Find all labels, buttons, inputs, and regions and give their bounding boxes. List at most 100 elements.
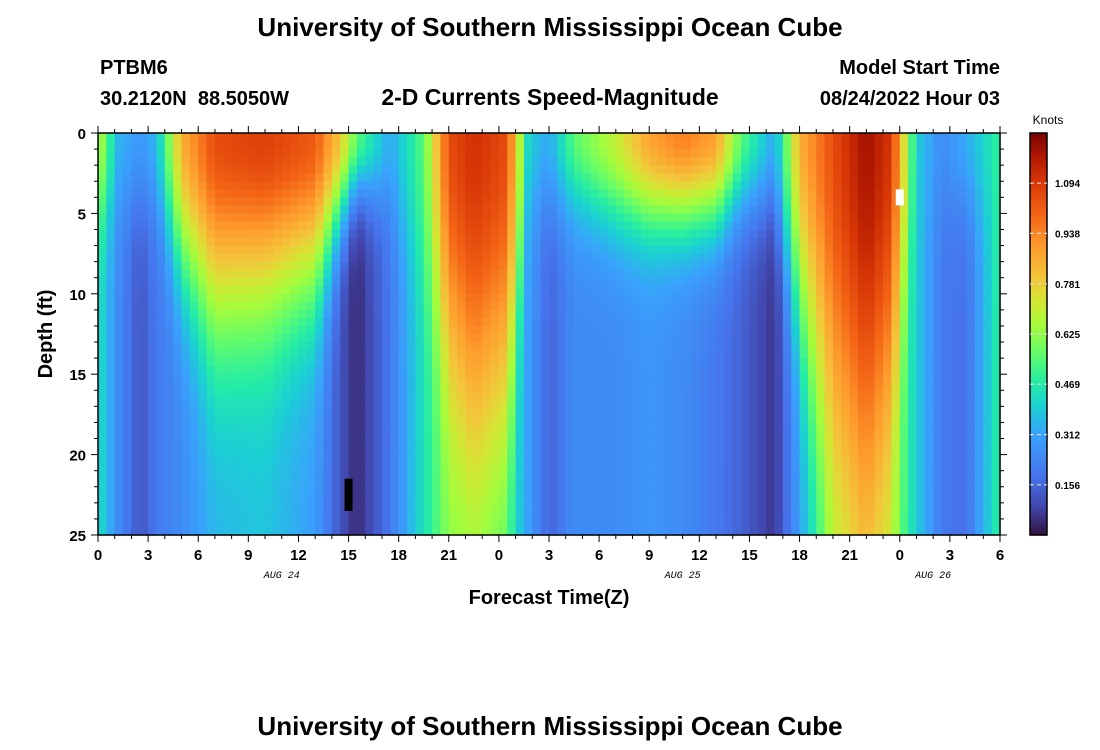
heatmap-cell bbox=[331, 269, 341, 279]
heatmap-cell bbox=[574, 269, 584, 279]
heatmap-cell bbox=[866, 269, 876, 279]
heatmap-cell bbox=[732, 181, 742, 190]
heatmap-cell bbox=[532, 229, 542, 239]
heatmap-cell bbox=[707, 309, 717, 319]
heatmap-cell bbox=[139, 157, 149, 166]
heatmap-cell bbox=[832, 446, 842, 456]
heatmap-cell bbox=[148, 390, 158, 399]
heatmap-cell bbox=[440, 141, 450, 150]
heatmap-cell bbox=[482, 197, 492, 206]
heatmap-cell bbox=[557, 462, 567, 472]
heatmap-cell bbox=[398, 309, 408, 319]
heatmap-cell bbox=[732, 221, 742, 231]
heatmap-cell bbox=[549, 366, 558, 375]
heatmap-cell bbox=[640, 470, 650, 480]
heatmap-cell bbox=[440, 221, 450, 231]
heatmap-cell bbox=[766, 438, 776, 448]
heatmap-cell bbox=[707, 486, 717, 496]
heatmap-cell bbox=[315, 205, 325, 214]
heatmap-cell bbox=[615, 414, 625, 424]
heatmap-cell bbox=[774, 398, 784, 407]
heatmap-cell bbox=[549, 358, 558, 367]
heatmap-cell bbox=[615, 366, 625, 375]
heatmap-cell bbox=[615, 446, 625, 456]
heatmap-cell bbox=[457, 301, 467, 311]
heatmap-cell bbox=[515, 358, 525, 367]
heatmap-cell bbox=[682, 269, 692, 279]
heatmap-cell bbox=[858, 478, 867, 488]
heatmap-cell bbox=[732, 470, 742, 480]
heatmap-cell bbox=[916, 398, 926, 407]
heatmap-cell bbox=[841, 317, 851, 327]
heatmap-cell bbox=[523, 221, 533, 231]
heatmap-cell bbox=[373, 165, 383, 174]
heatmap-cell bbox=[682, 358, 692, 367]
heatmap-cell bbox=[574, 366, 584, 375]
heatmap-cell bbox=[657, 526, 667, 536]
heatmap-cell bbox=[791, 173, 801, 182]
heatmap-cell bbox=[432, 470, 442, 480]
heatmap-cell bbox=[390, 309, 400, 319]
heatmap-cell bbox=[139, 253, 149, 263]
heatmap-cell bbox=[432, 454, 442, 464]
heatmap-cell bbox=[665, 478, 675, 488]
heatmap-cell bbox=[173, 277, 183, 287]
heatmap-cell bbox=[615, 438, 625, 448]
heatmap-cell bbox=[590, 325, 600, 335]
heatmap-cell bbox=[281, 334, 291, 343]
heatmap-cell bbox=[624, 398, 634, 407]
heatmap-cell bbox=[390, 398, 400, 407]
heatmap-cell bbox=[306, 277, 316, 287]
heatmap-cell bbox=[156, 197, 166, 206]
heatmap-cell bbox=[139, 149, 149, 158]
heatmap-cell bbox=[173, 350, 183, 359]
heatmap-cell bbox=[565, 454, 575, 464]
heatmap-cell bbox=[908, 221, 918, 231]
heatmap-cell bbox=[448, 141, 458, 150]
heatmap-cell bbox=[624, 518, 634, 528]
heatmap-cell bbox=[490, 261, 500, 271]
heatmap-cell bbox=[640, 325, 650, 335]
heatmap-cell bbox=[791, 350, 801, 359]
heatmap-cell bbox=[574, 382, 584, 391]
heatmap-cell bbox=[273, 325, 283, 335]
heatmap-cell bbox=[716, 374, 725, 383]
heatmap-cell bbox=[98, 374, 107, 383]
heatmap-cell bbox=[615, 526, 625, 536]
heatmap-cell bbox=[465, 486, 475, 496]
heatmap-cell bbox=[173, 414, 183, 424]
heatmap-cell bbox=[331, 325, 341, 335]
heatmap-cell bbox=[298, 430, 308, 440]
heatmap-cell bbox=[615, 478, 625, 488]
heatmap-cell bbox=[674, 317, 684, 327]
heatmap-cell bbox=[356, 269, 366, 279]
heatmap-cell bbox=[515, 173, 525, 182]
heatmap-cell bbox=[448, 325, 458, 335]
heatmap-cell bbox=[624, 446, 634, 456]
heatmap-cell bbox=[557, 374, 567, 383]
heatmap-cell bbox=[749, 285, 759, 295]
heatmap-cell bbox=[239, 149, 249, 158]
heatmap-cell bbox=[106, 157, 116, 166]
heatmap-cell bbox=[599, 486, 609, 496]
heatmap-cell bbox=[306, 285, 316, 295]
heatmap-cell bbox=[323, 390, 333, 399]
heatmap-cell bbox=[657, 406, 667, 415]
heatmap-cell bbox=[164, 245, 174, 255]
heatmap-cell bbox=[381, 325, 391, 335]
heatmap-cell bbox=[632, 446, 642, 456]
heatmap-cell bbox=[231, 478, 241, 488]
heatmap-cell bbox=[256, 342, 266, 351]
heatmap-cell bbox=[766, 213, 776, 223]
heatmap-cell bbox=[590, 342, 600, 351]
heatmap-cell bbox=[457, 213, 467, 223]
heatmap-cell bbox=[348, 334, 358, 343]
heatmap-cell bbox=[323, 197, 333, 206]
heatmap-cell bbox=[223, 237, 233, 247]
heatmap-cell bbox=[674, 358, 684, 367]
heatmap-cell bbox=[699, 157, 709, 166]
heatmap-cell bbox=[599, 494, 609, 504]
heatmap-cell bbox=[532, 181, 542, 190]
heatmap-cell bbox=[315, 422, 325, 432]
heatmap-cell bbox=[407, 454, 416, 464]
